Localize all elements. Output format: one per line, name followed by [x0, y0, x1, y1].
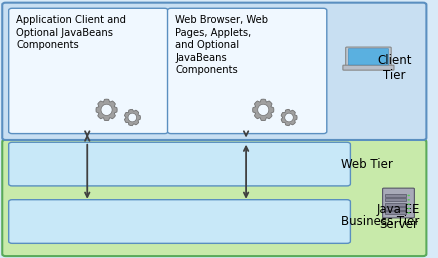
- Circle shape: [406, 195, 409, 196]
- FancyBboxPatch shape: [2, 3, 425, 140]
- Circle shape: [406, 199, 409, 200]
- Polygon shape: [284, 113, 293, 122]
- Text: Web Browser, Web
Pages, Applets,
and Optional
JavaBeans
Components: Web Browser, Web Pages, Applets, and Opt…: [175, 15, 268, 75]
- Circle shape: [406, 203, 409, 205]
- Polygon shape: [280, 109, 297, 126]
- FancyBboxPatch shape: [345, 47, 390, 67]
- Text: Client
Tier: Client Tier: [376, 54, 410, 82]
- Polygon shape: [101, 104, 112, 116]
- Text: Application Client and
Optional JavaBeans
Components: Application Client and Optional JavaBean…: [16, 15, 126, 50]
- Polygon shape: [252, 99, 273, 120]
- Circle shape: [406, 208, 409, 209]
- Polygon shape: [124, 109, 140, 126]
- Bar: [385, 194, 405, 197]
- FancyBboxPatch shape: [382, 188, 413, 218]
- Text: Java EE
Server: Java EE Server: [376, 203, 419, 231]
- FancyBboxPatch shape: [342, 65, 393, 70]
- Bar: [385, 212, 405, 214]
- FancyBboxPatch shape: [167, 8, 326, 134]
- Bar: [385, 198, 405, 201]
- Polygon shape: [128, 113, 136, 122]
- Polygon shape: [96, 99, 117, 120]
- FancyBboxPatch shape: [9, 200, 350, 243]
- Text: Web Tier: Web Tier: [340, 158, 392, 171]
- Polygon shape: [257, 104, 268, 116]
- FancyBboxPatch shape: [9, 142, 350, 186]
- FancyBboxPatch shape: [347, 49, 388, 65]
- FancyBboxPatch shape: [2, 140, 425, 256]
- FancyBboxPatch shape: [9, 8, 168, 134]
- Bar: [385, 207, 405, 210]
- Text: Business Tier: Business Tier: [340, 215, 418, 228]
- Circle shape: [406, 212, 409, 214]
- Bar: [385, 203, 405, 206]
